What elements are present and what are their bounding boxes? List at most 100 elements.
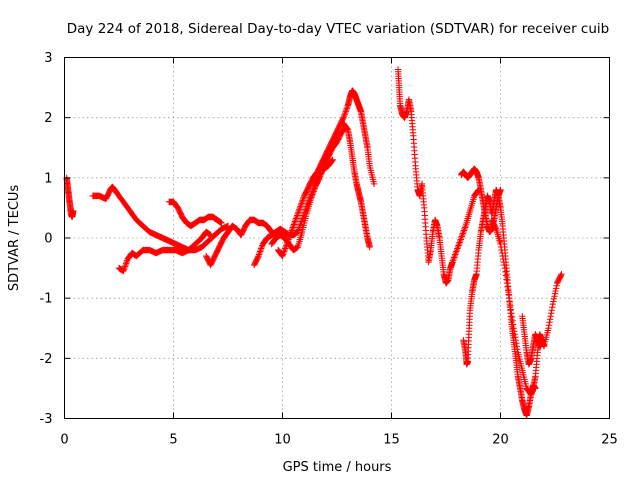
data-point: [514, 346, 521, 353]
data-point: [296, 206, 303, 213]
data-point: [504, 283, 511, 291]
chart-title: Day 224 of 2018, Sidereal Day-to-day VTE…: [67, 21, 609, 37]
data-point: [308, 194, 315, 201]
data-point: [282, 243, 289, 251]
data-point: [546, 316, 554, 323]
data-point: [289, 224, 297, 231]
y-tick-label: 3: [44, 51, 52, 66]
data-point: [343, 124, 351, 132]
data-point: [450, 254, 458, 261]
data-point: [451, 252, 458, 260]
data-point: [507, 306, 515, 313]
data-point: [504, 287, 512, 294]
data-point: [328, 157, 336, 164]
y-tick-label: -1: [40, 292, 53, 307]
data-point: [452, 249, 460, 257]
data-point: [292, 216, 299, 224]
data-point: [310, 186, 318, 194]
data-point: [256, 248, 264, 255]
y-tick-label: 0: [44, 232, 52, 247]
data-point: [328, 158, 335, 165]
data-point: [505, 291, 512, 298]
data-point: [513, 340, 520, 347]
data-point: [340, 112, 348, 120]
data-point: [316, 174, 323, 182]
data-point: [549, 303, 556, 311]
data-point: [502, 268, 509, 276]
data-point: [297, 221, 304, 228]
data-point: [258, 245, 265, 252]
data-point: [458, 234, 465, 242]
data-point: [255, 251, 263, 258]
data-point: [279, 251, 287, 258]
data-point: [293, 213, 300, 221]
data-point: [280, 249, 287, 257]
data-point: [290, 222, 297, 230]
data-point: [459, 230, 467, 237]
data-point: [370, 180, 378, 188]
data-point: [280, 248, 288, 255]
data-point: [454, 245, 461, 252]
data-point: [122, 260, 130, 267]
x-axis-label: GPS time / hours: [283, 460, 392, 475]
data-point: [498, 246, 505, 254]
data-point: [497, 243, 505, 251]
data-point: [122, 261, 129, 269]
data-point: [294, 212, 301, 219]
data-point: [545, 325, 552, 332]
data-point: [453, 246, 461, 254]
data-point: [292, 215, 300, 222]
data-point: [70, 207, 77, 215]
data-point: [298, 218, 305, 225]
data-point: [458, 233, 466, 240]
data-point: [309, 189, 317, 197]
data-point: [500, 255, 507, 263]
data-point: [309, 191, 316, 198]
data-point: [502, 272, 510, 279]
data-point: [295, 207, 303, 215]
data-point: [503, 276, 510, 283]
data-point: [341, 109, 349, 117]
data-point: [120, 267, 127, 275]
data-point: [307, 195, 315, 203]
x-tick-label: 25: [601, 433, 618, 448]
data-point: [460, 228, 467, 236]
data-point: [121, 263, 129, 270]
data-point: [316, 173, 324, 180]
data-point: [295, 209, 302, 216]
data-point: [285, 234, 293, 242]
data-point: [207, 231, 214, 239]
x-tick-label: 5: [169, 433, 177, 448]
data-point: [286, 233, 293, 240]
data-point: [288, 227, 295, 234]
data-point: [545, 322, 553, 329]
data-point: [455, 242, 462, 249]
data-point: [455, 240, 463, 248]
data-point: [449, 258, 456, 266]
data-point: [506, 294, 513, 302]
data-point: [450, 255, 457, 263]
data-point: [289, 225, 296, 233]
axis-ticks: 0 5 10 15 20 25 -3 -2 -1 0 1 2 3: [40, 51, 618, 448]
data-point: [461, 224, 469, 231]
data-point: [288, 228, 295, 236]
data-point: [510, 325, 517, 332]
data-point: [284, 239, 291, 246]
y-tick-label: -2: [40, 352, 53, 367]
data-point: [256, 249, 263, 257]
data-point: [298, 198, 306, 206]
data-point: [457, 236, 464, 243]
data-point: [281, 246, 288, 254]
data-point: [297, 203, 304, 210]
data-point: [218, 219, 225, 227]
data-point: [509, 321, 517, 328]
data-point: [546, 319, 553, 326]
data-point: [308, 192, 316, 200]
data-point: [503, 279, 511, 287]
data-point: [547, 313, 554, 320]
data-point: [295, 225, 303, 233]
data-point: [291, 218, 299, 225]
data-point: [255, 252, 262, 260]
data-point: [509, 317, 516, 324]
data-point: [453, 248, 460, 255]
